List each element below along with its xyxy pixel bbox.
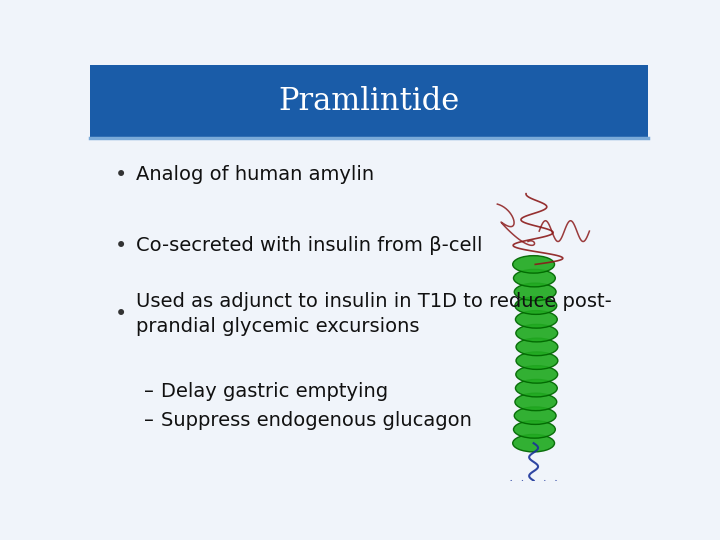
Text: –: –: [144, 382, 153, 401]
Text: Analog of human amylin: Analog of human amylin: [136, 165, 374, 185]
Text: •: •: [114, 304, 127, 325]
Ellipse shape: [514, 283, 556, 301]
Ellipse shape: [516, 380, 557, 397]
Ellipse shape: [514, 407, 556, 424]
Text: Pramlintide: Pramlintide: [279, 86, 459, 117]
Ellipse shape: [516, 310, 557, 328]
Ellipse shape: [515, 393, 557, 410]
Text: –: –: [144, 411, 153, 430]
Text: Co-secreted with insulin from β-cell: Co-secreted with insulin from β-cell: [136, 236, 482, 255]
Ellipse shape: [516, 352, 558, 369]
Ellipse shape: [516, 325, 558, 342]
Ellipse shape: [513, 255, 554, 273]
Text: Delay gastric emptying: Delay gastric emptying: [161, 382, 389, 401]
Bar: [90, 65, 648, 138]
Text: Suppress endogenous glucagon: Suppress endogenous glucagon: [161, 411, 472, 430]
Text: •: •: [114, 235, 127, 255]
Text: •: •: [114, 165, 127, 185]
Ellipse shape: [516, 338, 558, 356]
Text: Used as adjunct to insulin in T1D to reduce post-
prandial glycemic excursions: Used as adjunct to insulin in T1D to red…: [136, 292, 611, 336]
Ellipse shape: [513, 269, 555, 287]
Ellipse shape: [515, 297, 557, 314]
Ellipse shape: [516, 366, 558, 383]
Ellipse shape: [513, 421, 555, 438]
Ellipse shape: [513, 435, 554, 452]
